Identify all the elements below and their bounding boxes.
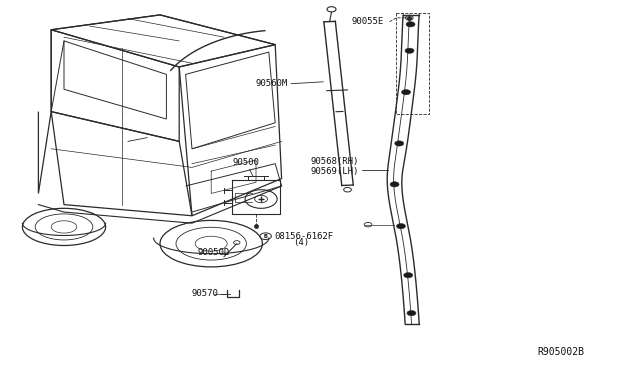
Circle shape xyxy=(395,141,404,146)
Circle shape xyxy=(405,48,414,53)
Text: B: B xyxy=(264,234,268,239)
Text: 90570: 90570 xyxy=(192,289,219,298)
Bar xyxy=(396,13,429,114)
Circle shape xyxy=(407,311,416,316)
Text: 08156-6162F: 08156-6162F xyxy=(274,232,333,241)
Circle shape xyxy=(406,22,415,27)
Circle shape xyxy=(401,90,410,95)
Circle shape xyxy=(404,273,413,278)
Circle shape xyxy=(396,224,405,229)
Text: 90050D: 90050D xyxy=(197,248,229,257)
Text: (4): (4) xyxy=(293,238,309,247)
Text: 90500: 90500 xyxy=(233,158,260,167)
Text: R905002B: R905002B xyxy=(538,347,584,356)
Text: 90560M: 90560M xyxy=(256,79,288,88)
Text: 90568(RH)
90569(LH): 90568(RH) 90569(LH) xyxy=(310,157,359,176)
Circle shape xyxy=(390,182,399,187)
Text: 90055E: 90055E xyxy=(352,17,384,26)
